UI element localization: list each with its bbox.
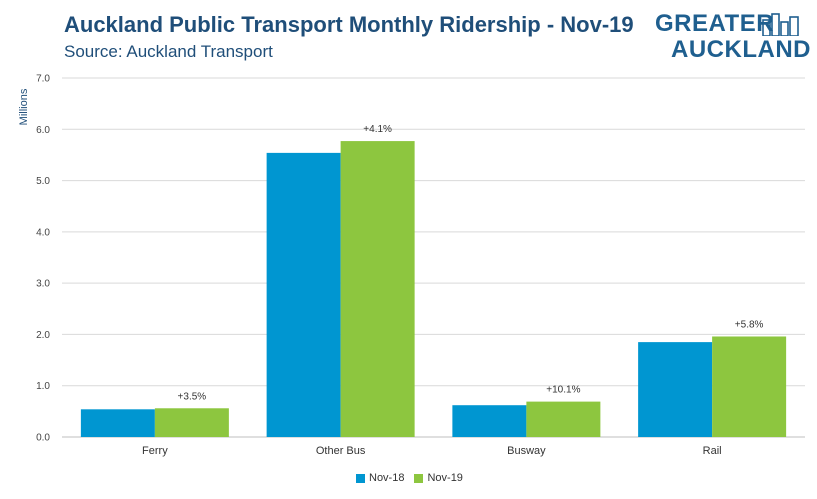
- y-tick-label: 0.0: [36, 433, 50, 444]
- change-annotation: +5.8%: [735, 319, 764, 330]
- bar-nov-18-ferry: [80, 409, 155, 437]
- greater-auckland-logo: GREATER AUCKLAND: [655, 10, 810, 63]
- change-annotation: +4.1%: [363, 124, 392, 135]
- x-tick-label: Other Bus: [316, 445, 366, 457]
- bar-nov-18-busway: [452, 405, 527, 437]
- logo-line1: GREATER: [655, 10, 775, 37]
- city-skyline-icon: [762, 13, 799, 36]
- y-tick-label: 7.0: [36, 74, 50, 85]
- bar-nov-18-other-bus: [266, 152, 341, 437]
- bar-nov-18-rail: [638, 342, 713, 437]
- legend-label-nov19: Nov-19: [427, 472, 463, 484]
- y-tick-label: 4.0: [36, 227, 50, 238]
- x-tick-label: Busway: [507, 445, 546, 457]
- legend-label-nov18: Nov-18: [369, 472, 405, 484]
- y-tick-label: 6.0: [36, 125, 50, 136]
- y-tick-label: 3.0: [36, 279, 50, 290]
- x-tick-label: Rail: [703, 445, 722, 457]
- bar-nov-19-other-bus: [340, 141, 415, 437]
- legend-item-nov19: Nov-19: [414, 472, 463, 484]
- legend-swatch-nov18: [356, 473, 365, 483]
- legend-item-nov18: Nov-18: [356, 472, 404, 484]
- y-tick-label: 2.0: [36, 330, 50, 341]
- y-tick-label: 1.0: [36, 381, 50, 392]
- legend-swatch-nov19: [414, 473, 424, 483]
- bar-nov-19-ferry: [154, 408, 229, 437]
- chart-subtitle: Source: Auckland Transport: [64, 42, 273, 61]
- bar-nov-19-busway: [526, 401, 601, 437]
- y-axis-label: Millions: [18, 88, 30, 125]
- y-tick-label: 5.0: [36, 176, 50, 187]
- bar-nov-19-rail: [712, 336, 787, 437]
- change-annotation: +3.5%: [178, 391, 207, 402]
- chart-title: Auckland Public Transport Monthly Riders…: [64, 12, 634, 37]
- change-annotation: +10.1%: [546, 385, 580, 396]
- logo-line2: AUCKLAND: [671, 36, 811, 63]
- x-tick-label: Ferry: [142, 445, 168, 457]
- legend: Nov-18 Nov-19: [356, 472, 463, 484]
